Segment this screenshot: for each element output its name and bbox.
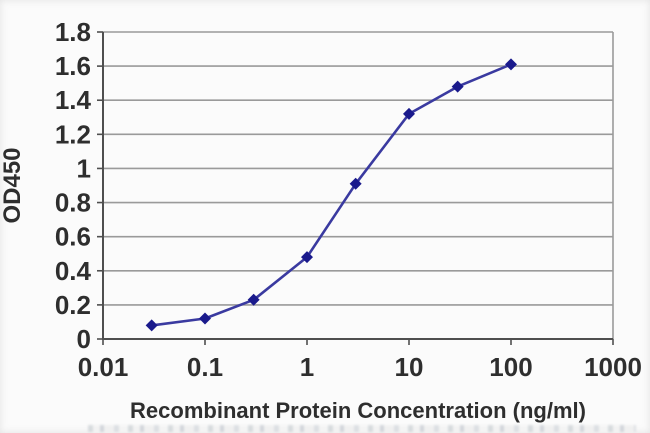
x-tick-label: 100 xyxy=(489,352,532,382)
x-tick-label: 0.01 xyxy=(78,352,129,382)
y-tick-label: 0.4 xyxy=(55,256,92,286)
y-tick-label: 0.8 xyxy=(55,188,91,218)
data-point-marker xyxy=(451,80,464,93)
y-tick-label: 0.2 xyxy=(55,290,91,320)
data-point-marker xyxy=(349,177,362,190)
y-tick-label: 0.6 xyxy=(55,222,91,252)
y-tick-label: 1 xyxy=(77,153,91,183)
data-point-marker xyxy=(247,293,260,306)
y-axis-title: OD450 xyxy=(0,147,26,223)
data-point-marker xyxy=(403,107,415,120)
x-tick-label: 1 xyxy=(300,352,314,382)
data-point-marker xyxy=(145,319,158,332)
data-point-marker xyxy=(301,251,313,264)
data-point-marker xyxy=(199,312,211,325)
x-tick-label: 10 xyxy=(395,352,424,382)
data-point-marker xyxy=(505,58,517,71)
bottom-artifact-strip xyxy=(88,425,636,432)
y-tick-label: 0 xyxy=(77,324,91,354)
x-axis-title: Recombinant Protein Concentration (ng/ml… xyxy=(130,398,586,423)
y-tick-label: 1.4 xyxy=(55,85,92,115)
series-line xyxy=(150,63,513,327)
x-tick-label: 0.1 xyxy=(187,352,223,382)
x-tick-label: 1000 xyxy=(584,352,642,382)
y-tick-label: 1.2 xyxy=(55,119,91,149)
y-tick-label: 1.6 xyxy=(55,51,91,81)
y-tick-label: 1.8 xyxy=(55,17,91,47)
